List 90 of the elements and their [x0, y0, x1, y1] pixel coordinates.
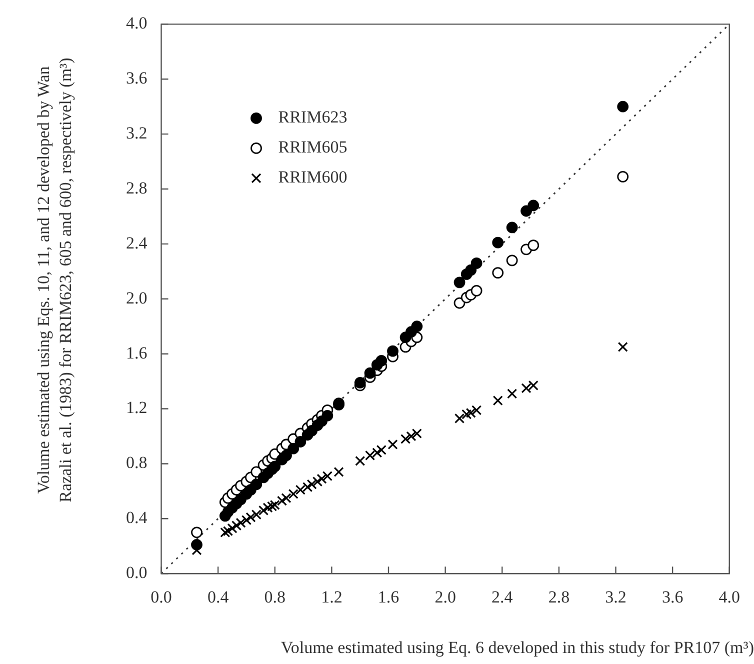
y-tick-label: 2.8 [126, 178, 148, 198]
x-tick-label: 2.0 [434, 587, 456, 606]
legend-label: RRIM623 [278, 108, 348, 127]
point [472, 405, 482, 416]
point [528, 200, 540, 212]
point [322, 471, 332, 482]
point [280, 450, 292, 462]
y-tick-label: 0.0 [126, 563, 148, 582]
point [227, 523, 238, 534]
y-axis-title: Volume estimated using Eqs. 10, 11, and 12 developed by Wan Razali et al. (1983) for RRIM623, 605 and 600, respectively (m³) [33, 56, 76, 504]
point [312, 476, 323, 487]
point [470, 257, 482, 269]
point [322, 410, 334, 422]
y-tick-label: 2.4 [126, 233, 148, 252]
point [288, 442, 300, 454]
x-tick-label: 3.2 [605, 587, 626, 606]
legend-label: RRIM600 [278, 168, 348, 187]
x-tick-label: 2.8 [548, 587, 570, 606]
point [364, 367, 376, 379]
point [250, 478, 262, 490]
point [364, 450, 376, 461]
point [376, 355, 388, 366]
point [334, 466, 344, 478]
point [270, 500, 280, 510]
point [266, 501, 278, 512]
point [528, 240, 540, 252]
point [281, 493, 292, 504]
point [288, 488, 298, 499]
x-tick-label: 2.4 [492, 587, 514, 606]
y-tick-label: 1.2 [126, 398, 148, 418]
x-tick-label: 1.2 [321, 587, 342, 606]
point [466, 408, 476, 418]
point [246, 512, 256, 522]
point [400, 434, 411, 444]
y-tick-label: 4.0 [126, 14, 148, 33]
y-tick-label: 0.8 [126, 453, 148, 472]
point [269, 460, 281, 472]
point [617, 100, 629, 112]
point [295, 484, 306, 495]
point [276, 496, 288, 506]
point [528, 380, 538, 390]
point [492, 395, 503, 406]
point [406, 431, 416, 442]
point [354, 376, 366, 388]
point [412, 428, 422, 439]
point [236, 518, 246, 528]
point [302, 482, 313, 492]
y-tick-label: 1.6 [126, 343, 148, 362]
point [222, 526, 234, 536]
x-tick-label: 0.4 [207, 587, 230, 606]
point [372, 448, 382, 458]
point [492, 267, 504, 279]
point [454, 276, 466, 288]
point [316, 474, 327, 484]
x-tick-label: 1.6 [378, 587, 400, 606]
x-tick-label: 0.0 [150, 587, 172, 606]
point [220, 527, 230, 538]
x-tick-label: 0.8 [264, 587, 286, 606]
point [251, 509, 262, 520]
point [521, 383, 532, 394]
point [507, 388, 518, 399]
point [462, 409, 472, 420]
point [376, 444, 386, 456]
point [492, 236, 504, 248]
y-tick-label: 2.0 [126, 288, 148, 308]
point [411, 320, 423, 332]
legend-label: RRIM605 [278, 138, 348, 157]
point [617, 170, 629, 182]
point [191, 539, 202, 550]
point [306, 479, 317, 490]
point [294, 436, 306, 448]
x-axis-title: Volume estimated using Eq. 6 developed in this study for PR107 (m³) [280, 638, 754, 658]
point [470, 284, 482, 296]
y-tick-label: 0.4 [126, 508, 148, 528]
point [355, 456, 366, 466]
point [506, 254, 518, 266]
y-tick-label: 3.2 [126, 124, 148, 143]
point [388, 439, 398, 450]
point [191, 526, 202, 538]
point [618, 342, 628, 352]
point [387, 345, 398, 357]
point [231, 520, 242, 531]
point [258, 505, 269, 516]
point [262, 502, 273, 513]
x-tick-label: 3.6 [662, 587, 684, 606]
x-tick-label: 4.0 [718, 587, 740, 606]
point [454, 413, 465, 424]
y-tick-label: 3.6 [126, 68, 148, 88]
point [506, 222, 518, 234]
point [241, 514, 252, 526]
